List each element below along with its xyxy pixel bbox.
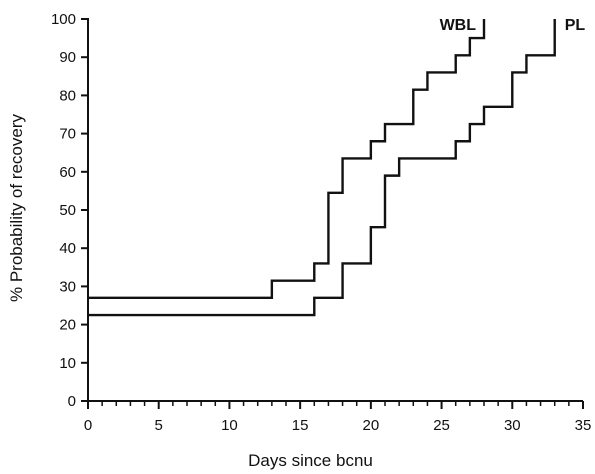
x-axis-title: Days since bcnu — [248, 451, 373, 470]
series-labels: WBL PL — [440, 17, 586, 34]
x-tick-label: 20 — [363, 417, 380, 434]
y-ticks: 0 10 20 30 40 50 60 70 80 90 100 — [51, 11, 88, 410]
series-line-pl — [88, 19, 555, 315]
y-tick-label: 80 — [59, 87, 76, 104]
y-axis-title: % Probability of recovery — [7, 113, 26, 302]
x-tick-label: 35 — [575, 417, 592, 434]
x-tick-label: 15 — [292, 417, 309, 434]
y-tick-label: 40 — [59, 240, 76, 257]
x-tick-label: 5 — [155, 417, 163, 434]
axes — [88, 18, 583, 401]
x-tick-label: 10 — [221, 417, 238, 434]
y-tick-label: 60 — [59, 164, 76, 181]
x-tick-label: 0 — [84, 417, 92, 434]
series-label-wbl: WBL — [440, 17, 477, 34]
x-tick-label: 25 — [433, 417, 450, 434]
series-label-pl: PL — [565, 17, 586, 34]
y-tick-label: 10 — [59, 355, 76, 372]
y-tick-label: 90 — [59, 49, 76, 66]
y-tick-label: 50 — [59, 202, 76, 219]
y-tick-label: 100 — [51, 11, 76, 28]
y-tick-label: 0 — [68, 393, 76, 410]
y-tick-label: 20 — [59, 317, 76, 334]
x-tick-label: 30 — [504, 417, 521, 434]
y-tick-label: 30 — [59, 278, 76, 295]
y-tick-label: 70 — [59, 126, 76, 143]
x-ticks: 0 5 10 15 20 25 30 35 — [84, 401, 592, 434]
series-lines — [88, 19, 555, 315]
